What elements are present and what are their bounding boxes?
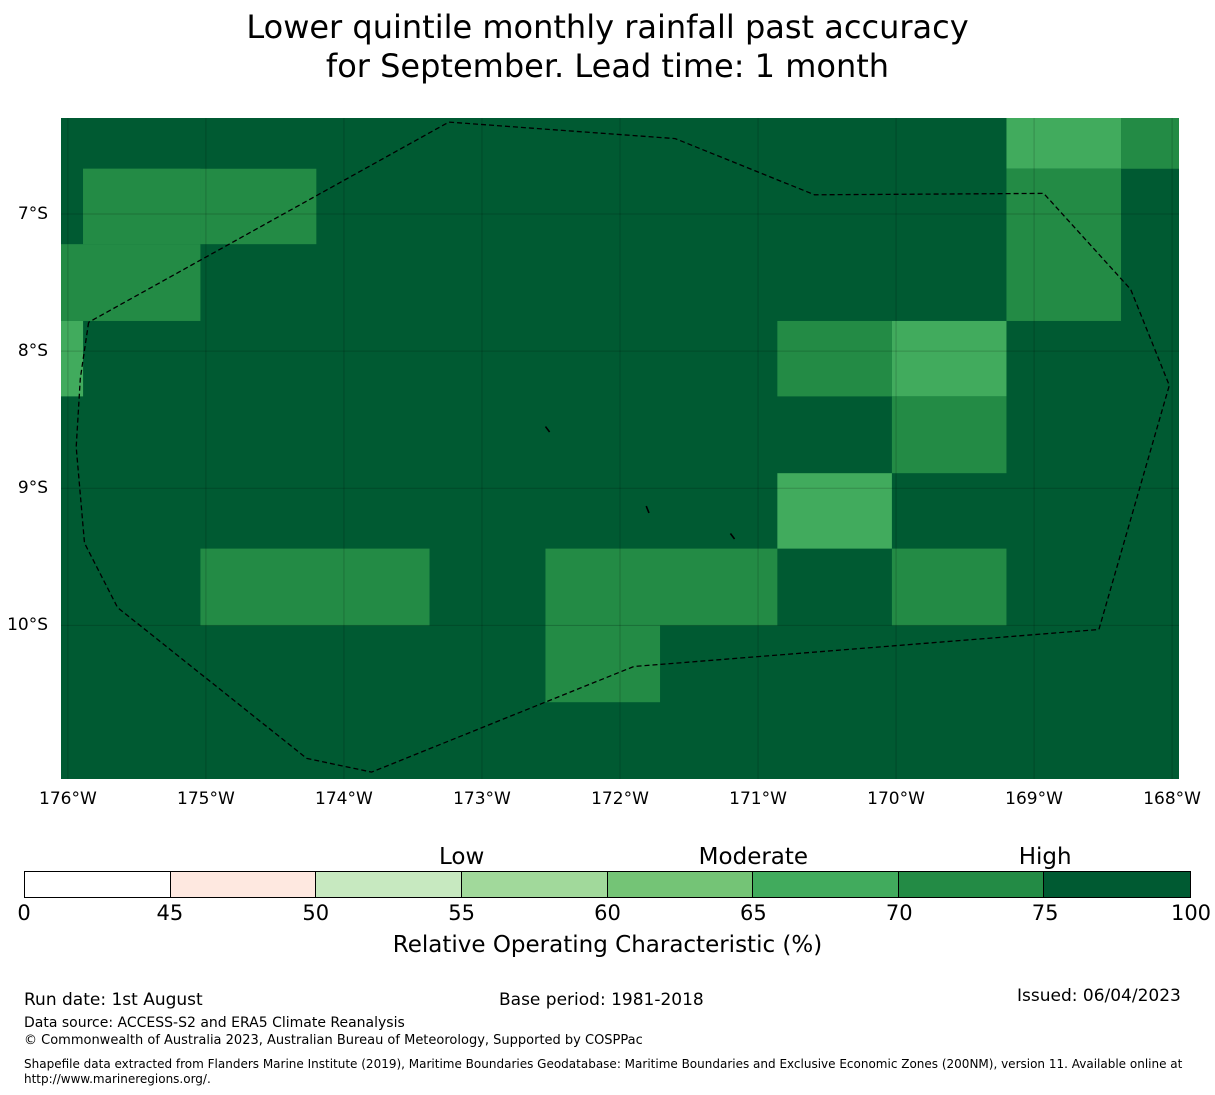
colorbar-segment [898, 872, 1045, 897]
longitude-label: 174°W [315, 789, 373, 809]
colorbar-segment [316, 872, 462, 897]
longitude-label: 168°W [1143, 789, 1201, 809]
accuracy-cell [891, 548, 1007, 626]
colorbar-level-label: High [1018, 844, 1072, 870]
latitude-label: 9°S [17, 478, 48, 499]
colorbar-label: Relative Operating Characteristic (%) [392, 932, 823, 958]
map-title-line1: Lower quintile monthly rainfall past acc… [246, 8, 969, 46]
accuracy-cells [61, 118, 1179, 703]
longitude-label: 175°W [177, 789, 235, 809]
accuracy-cell [200, 548, 430, 626]
colorbar-tick-label: 0 [17, 901, 31, 925]
island [645, 505, 650, 514]
colorbar-tick-label: 45 [156, 901, 184, 925]
accuracy-cell [1006, 118, 1122, 169]
colorbar-tick-label: 65 [740, 901, 767, 925]
accuracy-cell [545, 625, 661, 703]
accuracy-cell [777, 473, 892, 549]
run-date: Run date: 1st August [24, 990, 203, 1010]
latitude-label: 10°S [7, 615, 48, 636]
base-period: Base period: 1981-2018 [499, 990, 704, 1010]
colorbar-segment [753, 872, 899, 897]
accuracy-cell [1006, 168, 1122, 321]
latitude-label: 8°S [17, 341, 48, 362]
longitude-label: 172°W [591, 789, 649, 809]
colorbar-tick-label: 75 [1031, 901, 1059, 925]
accuracy-cell [83, 168, 201, 245]
island [544, 426, 551, 433]
accuracy-cell [61, 244, 201, 321]
colorbar-tick-label: 100 [1170, 901, 1212, 925]
colorbar-level-label: Moderate [698, 844, 809, 870]
colorbar-segment [25, 872, 171, 897]
colorbar-tick-label: 70 [885, 901, 913, 925]
colorbar-segment [607, 872, 754, 897]
islands [544, 426, 736, 540]
colorbar-tick-label: 55 [448, 901, 475, 925]
colorbar-segment [1044, 872, 1190, 897]
longitude-label: 173°W [453, 789, 511, 809]
colorbar-segment [170, 872, 317, 897]
island [729, 533, 736, 540]
accuracy-cell [61, 320, 84, 397]
longitude-label: 171°W [729, 789, 787, 809]
colorbar-tick-label: 50 [302, 901, 330, 925]
accuracy-cell [1121, 118, 1179, 169]
copyright-notice: © Commonwealth of Australia 2023, Austra… [24, 1033, 643, 1048]
shapefile-credit: Shapefile data extracted from Flanders M… [24, 1057, 1183, 1086]
accuracy-cell [777, 320, 892, 397]
longitude-label: 170°W [867, 789, 925, 809]
accuracy-cell [891, 396, 1007, 474]
map-title-line2: for September. Lead time: 1 month [325, 47, 890, 85]
latitude-label: 7°S [17, 203, 48, 224]
colorbar-level-label: Low [438, 844, 485, 870]
accuracy-cell [545, 548, 778, 626]
issued-date: Issued: 06/04/2023 [1017, 986, 1181, 1006]
longitude-label: 169°W [1005, 789, 1063, 809]
map-gridlines [61, 118, 1179, 779]
colorbar [24, 871, 1191, 898]
data-source: Data source: ACCESS-S2 and ERA5 Climate … [24, 1015, 405, 1031]
longitude-label: 176°W [39, 789, 97, 809]
accuracy-cell [891, 320, 1007, 397]
colorbar-tick-label: 60 [594, 901, 621, 925]
colorbar-segment [461, 872, 608, 897]
